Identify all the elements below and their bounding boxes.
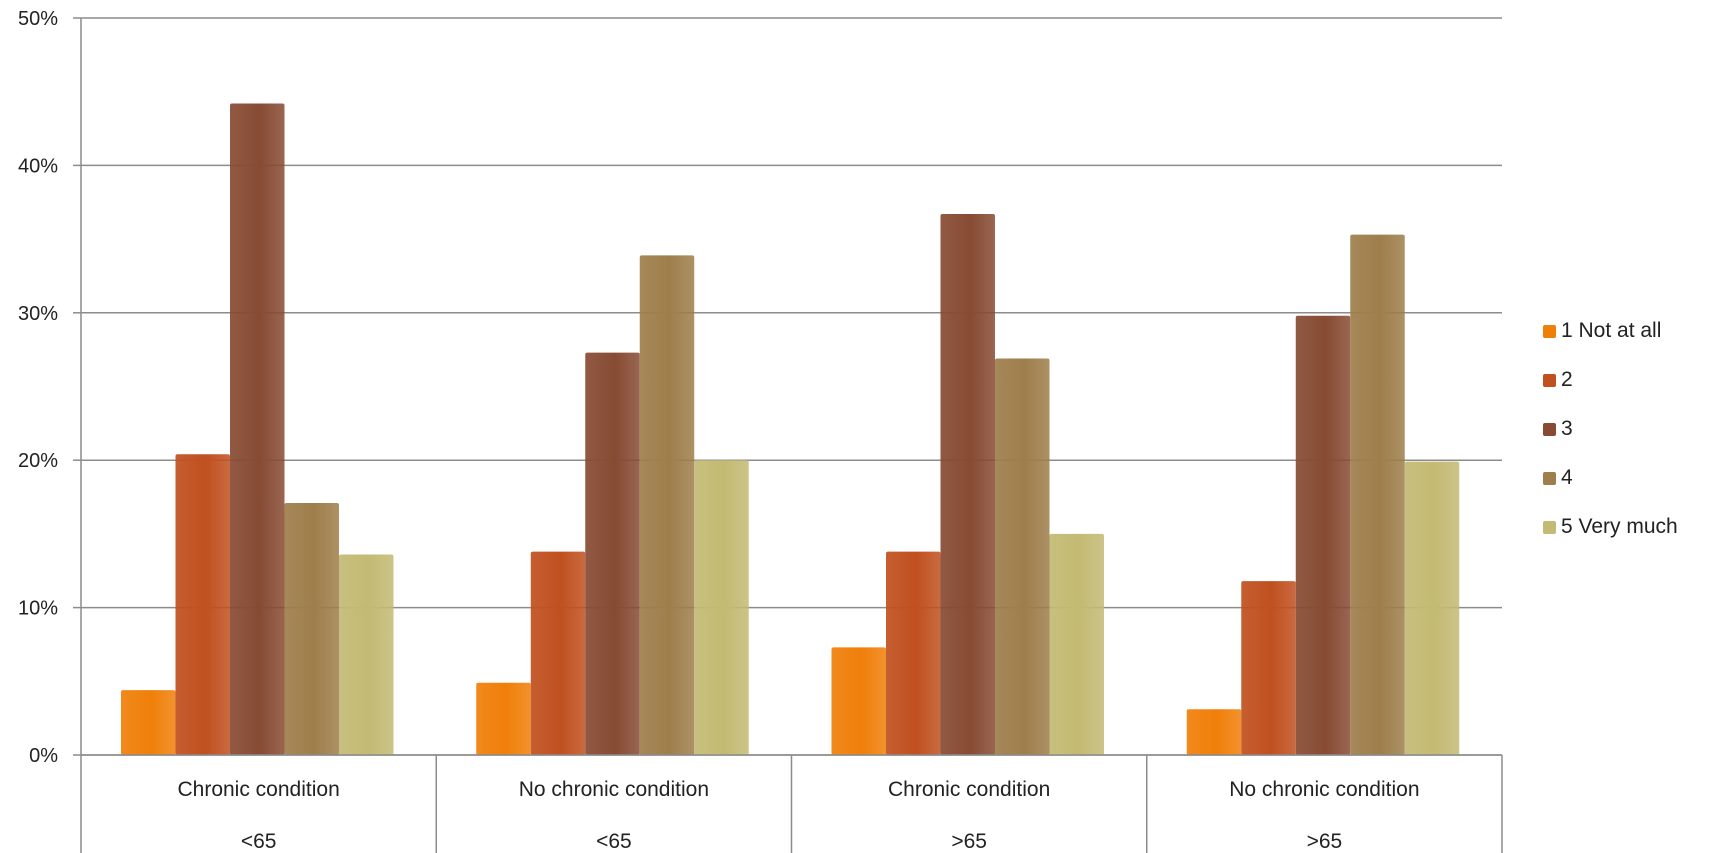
bar-5-very-much-cat-1	[339, 554, 394, 755]
bar-1-not-at-all-cat-2	[476, 682, 531, 755]
y-tick-label: 50%	[18, 8, 58, 30]
bar-5-very-much-cat-3	[1049, 533, 1104, 755]
bar-3-cat-4	[1295, 315, 1351, 755]
y-tick-label: 40%	[18, 155, 58, 177]
bar-4-cat-4	[1350, 234, 1405, 756]
bar-4-cat-1	[284, 502, 339, 755]
legend-swatch	[1543, 374, 1556, 387]
y-tick-label: 0%	[29, 745, 58, 767]
bar-4-cat-2	[639, 255, 695, 755]
bar-5-very-much-cat-4	[1404, 461, 1460, 755]
legend-swatch	[1543, 521, 1556, 534]
bar-4-cat-3	[995, 358, 1050, 755]
x-category-sublabel: >65	[1307, 830, 1343, 853]
legend-label: 1 Not at all	[1561, 319, 1661, 342]
legend-swatch	[1543, 423, 1556, 436]
bar-3-cat-3	[940, 214, 995, 756]
bar-1-not-at-all-cat-1	[121, 690, 176, 755]
legend-label: 5 Very much	[1561, 515, 1678, 538]
x-category-label: No chronic condition	[519, 778, 709, 801]
bars	[121, 103, 1460, 756]
x-category-label: Chronic condition	[177, 778, 339, 801]
x-category-sublabel: >65	[951, 830, 987, 853]
bar-5-very-much-cat-2	[694, 460, 749, 755]
y-tick-label: 20%	[18, 450, 58, 472]
y-tick-label: 10%	[18, 598, 58, 620]
x-category-sublabel: <65	[596, 830, 632, 853]
legend-label: 4	[1561, 466, 1573, 489]
bar-1-not-at-all-cat-4	[1186, 709, 1242, 755]
x-category-sublabel: <65	[241, 830, 277, 853]
bar-2-cat-2	[530, 551, 586, 755]
bar-1-not-at-all-cat-3	[831, 647, 886, 755]
legend-label: 3	[1561, 417, 1573, 440]
x-category-label: Chronic condition	[888, 778, 1050, 801]
bar-3-cat-2	[585, 352, 640, 755]
bar-2-cat-1	[175, 454, 230, 755]
axes: 0% 10% 20% 30% 40% 50% Chronic condition <65 No …	[18, 8, 1503, 853]
legend-label: 2	[1561, 368, 1573, 391]
legend-swatch	[1543, 472, 1556, 485]
legend-swatch	[1543, 325, 1556, 338]
bar-2-cat-4	[1241, 581, 1296, 755]
legend: 1 Not at all 2 3 4 5 Very much	[1543, 319, 1678, 538]
bar-3-cat-1	[230, 103, 285, 755]
bar-2-cat-3	[886, 551, 941, 755]
x-category-label: No chronic condition	[1229, 778, 1419, 801]
y-tick-label: 30%	[18, 303, 58, 325]
